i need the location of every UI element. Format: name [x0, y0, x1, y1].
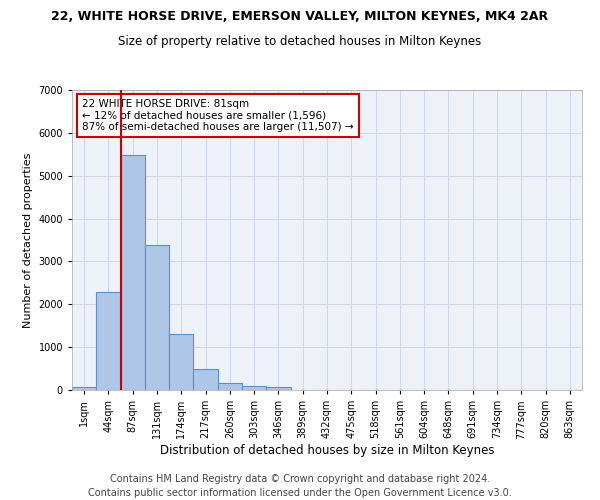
Bar — [266, 387, 290, 390]
Bar — [218, 382, 242, 390]
Bar — [121, 155, 145, 390]
Bar — [145, 245, 169, 390]
Text: 22 WHITE HORSE DRIVE: 81sqm
← 12% of detached houses are smaller (1,596)
87% of : 22 WHITE HORSE DRIVE: 81sqm ← 12% of det… — [82, 99, 354, 132]
Bar — [242, 386, 266, 390]
Bar — [96, 292, 121, 390]
Bar — [193, 369, 218, 390]
Text: 22, WHITE HORSE DRIVE, EMERSON VALLEY, MILTON KEYNES, MK4 2AR: 22, WHITE HORSE DRIVE, EMERSON VALLEY, M… — [52, 10, 548, 23]
Bar — [169, 334, 193, 390]
Text: Size of property relative to detached houses in Milton Keynes: Size of property relative to detached ho… — [118, 35, 482, 48]
Y-axis label: Number of detached properties: Number of detached properties — [23, 152, 33, 328]
Text: Contains HM Land Registry data © Crown copyright and database right 2024.
Contai: Contains HM Land Registry data © Crown c… — [88, 474, 512, 498]
X-axis label: Distribution of detached houses by size in Milton Keynes: Distribution of detached houses by size … — [160, 444, 494, 457]
Bar — [72, 386, 96, 390]
